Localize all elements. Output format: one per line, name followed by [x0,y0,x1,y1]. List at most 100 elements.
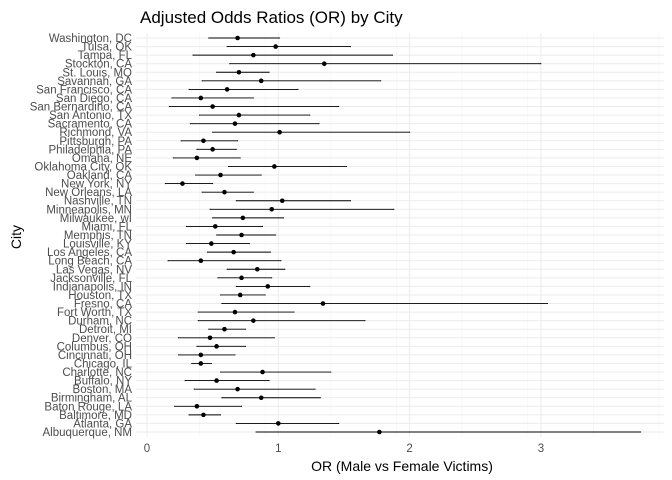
y-tick-label: Houston, TX [68,290,132,302]
y-tick-label: New Orleans, LA [45,187,132,199]
y-tick-label: Cincinnati, OH [58,350,132,362]
y-tick-label: Oakland, CA [67,170,133,182]
y-tick-label: Washington, DC [49,33,132,45]
y-tick-label: Jacksonville, FL [50,273,132,285]
y-tick-label: Savannah, GA [57,76,132,88]
x-tick-label: 3 [538,443,544,455]
or-point [207,335,213,341]
y-tick-label: Detroit, MI [79,324,132,336]
or-point [258,78,264,84]
or-point [321,61,327,66]
or-point [222,326,227,332]
y-tick-label: Columbus, OH [57,341,132,353]
or-point [236,69,242,75]
or-point [236,112,242,118]
or-point [273,44,278,49]
y-tick-label: Tampa, FL [78,50,133,62]
or-point [377,429,382,435]
grid-lines [136,33,664,437]
y-tick-label: Louisville, KY [63,239,132,251]
y-tick-label: Fresno, CA [74,299,132,311]
y-tick-label: Pittsburgh, PA [59,136,132,148]
or-point [320,301,326,306]
or-point [235,386,240,392]
or-point [232,121,238,126]
y-tick-label: Charlotte, NC [62,367,132,379]
chart-title: Adjusted Odds Ratios (OR) by City [140,8,403,27]
x-axis-title: OR (Male vs Female Victims) [311,458,493,474]
or-point [210,147,215,152]
or-point [222,189,227,195]
or-point [224,87,230,92]
y-tick-label: Philadelphia, PA [48,144,132,156]
x-tick-label: 2 [406,443,412,455]
y-tick-label: Birmingham, AL [51,393,133,405]
y-tick-label: Tulsa, OK [81,42,132,54]
y-tick-label: Denver, CO [72,333,132,345]
x-tick-label: 0 [144,443,150,455]
y-tick-label: Fort Worth, TX [57,307,132,319]
y-tick-label: Nashville, TN [64,196,132,208]
y-tick-label: St. Louis, MO [62,67,132,79]
y-axis-title: City [8,225,24,249]
or-point [212,224,218,229]
y-tick-label: Minneapolis, MN [46,204,132,216]
or-point [198,95,204,101]
data-marks [164,35,642,435]
y-tick-label: Baton Rouge, LA [44,401,132,413]
or-point [232,309,238,315]
y-tick-label: New York, NY [61,179,132,191]
or-point [218,172,223,178]
y-tick-label: Buffalo, NY [74,376,132,388]
y-tick-label: Durham, NC [68,316,132,328]
y-tick-label: San Diego, CA [56,93,132,105]
y-tick-label: Indianapolis, IN [53,281,132,293]
or-point [258,395,264,401]
or-point [272,164,277,169]
y-tick-label: Stockton, CA [65,59,132,71]
y-tick-label: Memphis, TN [64,230,132,242]
y-tick-label: Milwaukee, wI [60,213,132,225]
or-point [265,284,271,289]
or-point [251,318,256,323]
x-axis-tick-labels: 0 1 2 3 [144,443,544,455]
y-tick-label: Boston, MA [73,384,133,396]
or-point [254,266,260,272]
y-tick-label: San Bernardino, CA [30,102,133,114]
y-tick-label: Omaha, NE [72,153,132,165]
y-tick-label: Sacramento, CA [48,119,133,131]
or-point [260,369,265,375]
x-tick-label: 1 [275,443,281,455]
y-tick-label: Richmond, VA [59,127,132,139]
or-point [251,52,256,58]
or-point [237,292,243,298]
or-point [198,258,204,263]
or-point [231,249,236,255]
y-tick-label: Baltimore, MD [59,410,132,422]
or-point [240,215,246,221]
or-point [194,155,200,161]
or-point [214,344,219,349]
y-tick-label: Miami, FL [82,221,133,233]
or-point [201,412,206,418]
or-point [276,421,281,426]
y-tick-label: Albuquerque, NM [43,427,133,439]
y-tick-label: Long Beach, CA [48,256,132,268]
or-point [239,275,244,281]
y-tick-label: Las Vegas, NV [56,264,132,276]
y-tick-label: San Antonio, TX [49,110,132,122]
or-point [277,129,282,135]
or-point [279,198,285,204]
or-point [209,241,214,246]
or-point [214,378,219,383]
or-point [269,207,275,212]
or-point [235,35,240,41]
y-tick-label: Atlanta, GA [73,418,132,430]
y-tick-label: Oklahoma City, OK [34,161,132,173]
or-point [180,181,185,186]
or-point [210,104,215,109]
y-tick-label: Los Angeles, CA [47,247,132,259]
or-point [239,232,244,238]
